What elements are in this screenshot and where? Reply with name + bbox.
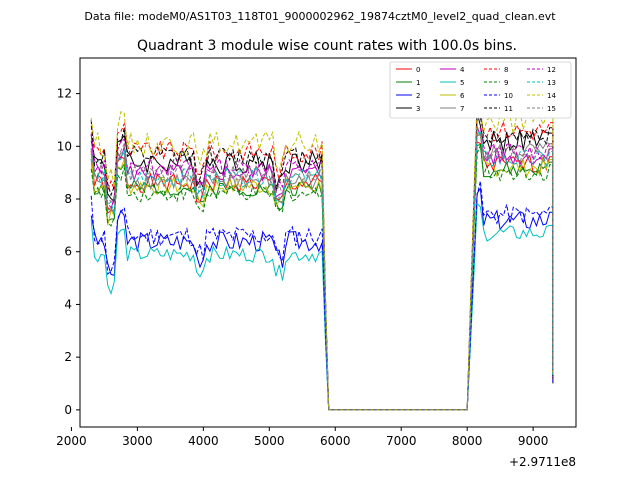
legend-label-15: 15 [547,105,556,113]
series-line-10 [90,181,554,411]
legend-label-4: 4 [460,66,465,74]
legend-label-12: 12 [547,66,556,74]
x-tick-label: 7000 [386,434,417,448]
legend-label-10: 10 [504,92,513,100]
series-line-3 [90,112,554,411]
legend-label-3: 3 [416,105,420,113]
series-line-6 [90,134,554,411]
x-offset-label: +2.9711e8 [509,455,576,469]
x-tick-label: 5000 [254,434,285,448]
y-tick-label: 4 [64,297,72,311]
x-tick-label: 4000 [188,434,219,448]
legend-label-1: 1 [416,79,420,87]
series-line-9 [90,143,554,411]
series-line-8 [90,106,554,411]
legend-label-9: 9 [504,79,508,87]
y-tick-label: 2 [64,350,72,364]
legend-label-0: 0 [416,66,420,74]
series-line-5 [90,202,554,411]
legend-label-2: 2 [416,92,420,100]
series-line-12 [90,127,554,411]
y-tick-label: 12 [57,87,72,101]
series-line-7 [90,132,554,411]
series-line-11 [90,112,554,411]
legend-frame [389,61,572,119]
legend-label-7: 7 [460,105,464,113]
file-suptitle: Data file: modeM0/AS1T03_118T01_90000029… [84,10,556,23]
x-tick-label: 3000 [122,434,153,448]
plot-area [79,57,577,428]
legend-label-14: 14 [547,92,556,100]
legend-label-8: 8 [504,66,508,74]
legend-label-6: 6 [460,92,465,100]
x-tick-label: 2000 [56,434,87,448]
y-tick-label: 0 [64,403,72,417]
legend-label-13: 13 [547,79,556,87]
y-axis: 0 2 4 6 8 10 12 [57,87,80,417]
x-tick-label: 8000 [452,434,483,448]
y-tick-label: 10 [57,139,72,153]
chart-title: Quadrant 3 module wise count rates with … [137,38,517,54]
y-tick-label: 8 [64,192,72,206]
series-layer [90,95,554,411]
x-tick-label: 6000 [320,434,351,448]
legend-label-5: 5 [460,79,464,87]
x-tick-label: 9000 [518,434,549,448]
series-line-2 [90,186,554,411]
legend-label-11: 11 [504,105,513,113]
series-line-13 [90,130,554,411]
x-axis: 2000 3000 4000 5000 6000 7000 8000 9000 [56,427,548,448]
y-tick-label: 6 [64,245,72,259]
